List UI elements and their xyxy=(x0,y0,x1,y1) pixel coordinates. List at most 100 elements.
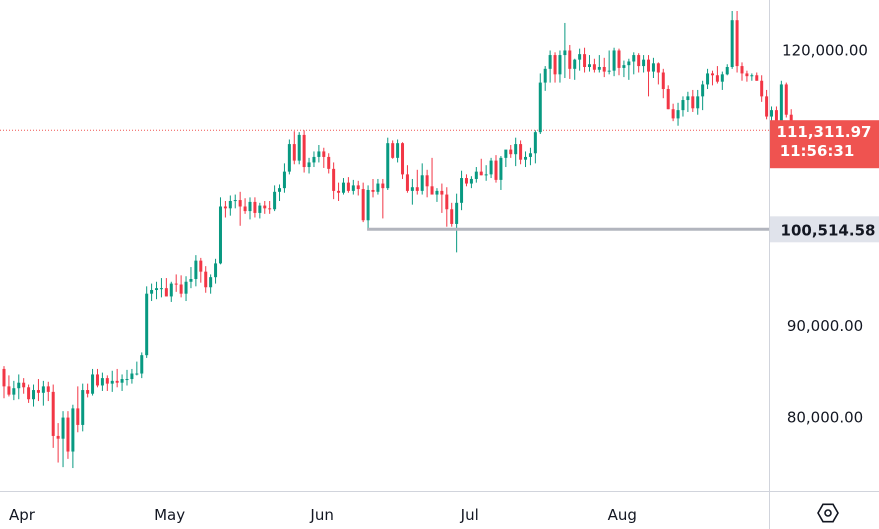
candle-body xyxy=(499,157,503,180)
candle xyxy=(36,379,40,402)
candle-body xyxy=(273,191,277,210)
candle-body xyxy=(469,178,473,184)
candle xyxy=(17,374,21,400)
candle-body xyxy=(41,386,45,393)
candle-body xyxy=(366,189,370,221)
candle-body xyxy=(346,182,350,191)
chart-settings-button[interactable] xyxy=(817,503,839,523)
candle-body xyxy=(356,185,360,190)
candle xyxy=(337,182,341,201)
candle xyxy=(351,179,355,195)
candle-body xyxy=(484,174,488,176)
candle xyxy=(686,91,690,112)
candle-body xyxy=(51,391,55,436)
candle-body xyxy=(7,386,11,395)
candle-body xyxy=(36,390,40,393)
candle-body xyxy=(184,281,188,294)
candle xyxy=(56,423,60,463)
candle-body xyxy=(194,260,198,279)
candle-body xyxy=(755,75,759,81)
candle xyxy=(155,281,159,300)
candle-body xyxy=(597,66,601,70)
candle xyxy=(558,50,562,83)
candle xyxy=(307,157,311,174)
candle-body xyxy=(66,417,70,452)
candle-body xyxy=(509,149,513,155)
candle xyxy=(179,275,183,298)
candle xyxy=(504,149,508,168)
candle xyxy=(435,188,439,202)
candle-body xyxy=(135,373,139,375)
candle-body xyxy=(617,50,621,68)
candle-body xyxy=(150,290,154,294)
candle xyxy=(425,169,429,198)
candle xyxy=(696,89,700,115)
candle-body xyxy=(533,132,537,154)
candle-body xyxy=(627,61,631,66)
candle-body xyxy=(528,153,532,157)
candle xyxy=(263,200,267,214)
candle xyxy=(735,11,739,73)
candle-body xyxy=(155,288,159,291)
candle xyxy=(533,130,537,164)
candle xyxy=(464,174,468,187)
candle-body xyxy=(770,110,774,117)
candle-body xyxy=(95,374,99,386)
candle xyxy=(32,384,36,407)
candle xyxy=(150,283,154,302)
candle xyxy=(273,185,277,212)
candle xyxy=(140,352,144,379)
candle-body xyxy=(327,156,331,169)
candle-body xyxy=(130,373,134,380)
candle xyxy=(76,386,80,433)
candle xyxy=(602,57,606,78)
candle xyxy=(12,380,16,401)
candle-body xyxy=(140,355,144,374)
candle-body xyxy=(440,190,444,195)
candle xyxy=(278,184,282,201)
candle-body xyxy=(538,82,542,133)
candle-body xyxy=(676,110,680,119)
candle xyxy=(218,197,222,265)
candle xyxy=(612,47,616,77)
current-price-label: 111,311.97 xyxy=(777,123,872,141)
candle-body xyxy=(514,144,518,155)
candle-body xyxy=(81,390,85,425)
candle-body xyxy=(169,283,173,297)
candle-body xyxy=(405,174,409,191)
candle xyxy=(214,258,218,284)
candle xyxy=(327,153,331,174)
candle xyxy=(765,89,769,120)
candle xyxy=(553,52,557,83)
candle-body xyxy=(578,54,582,60)
candle-body xyxy=(174,283,178,285)
y-tick-label: 90,000.00 xyxy=(787,317,863,335)
candle-body xyxy=(543,68,547,83)
candle xyxy=(110,370,114,392)
level-price-tag: 100,514.58 xyxy=(770,216,879,243)
candle-body xyxy=(715,75,719,82)
candle xyxy=(366,185,370,229)
candle-body xyxy=(642,59,646,67)
candle-body xyxy=(612,50,616,71)
candle xyxy=(204,266,208,293)
level-price-tag-bg xyxy=(770,216,879,243)
candle-body xyxy=(464,178,468,184)
y-axis-ticks[interactable]: 80,000.00 90,000.00 120,000.00 xyxy=(782,41,868,426)
candle xyxy=(356,180,360,196)
candle xyxy=(322,147,326,168)
candle xyxy=(720,71,724,90)
candle-body xyxy=(209,277,213,288)
candle-body xyxy=(760,80,764,97)
candle xyxy=(583,47,587,73)
candle-body xyxy=(386,143,390,189)
candles-group xyxy=(2,11,793,469)
candle xyxy=(509,145,513,158)
candle-body xyxy=(637,55,641,67)
candle-body xyxy=(450,209,454,224)
candle-body xyxy=(706,73,710,85)
candle xyxy=(66,411,70,459)
x-axis-ticks[interactable]: Apr May Jun Jul Aug xyxy=(9,506,637,524)
